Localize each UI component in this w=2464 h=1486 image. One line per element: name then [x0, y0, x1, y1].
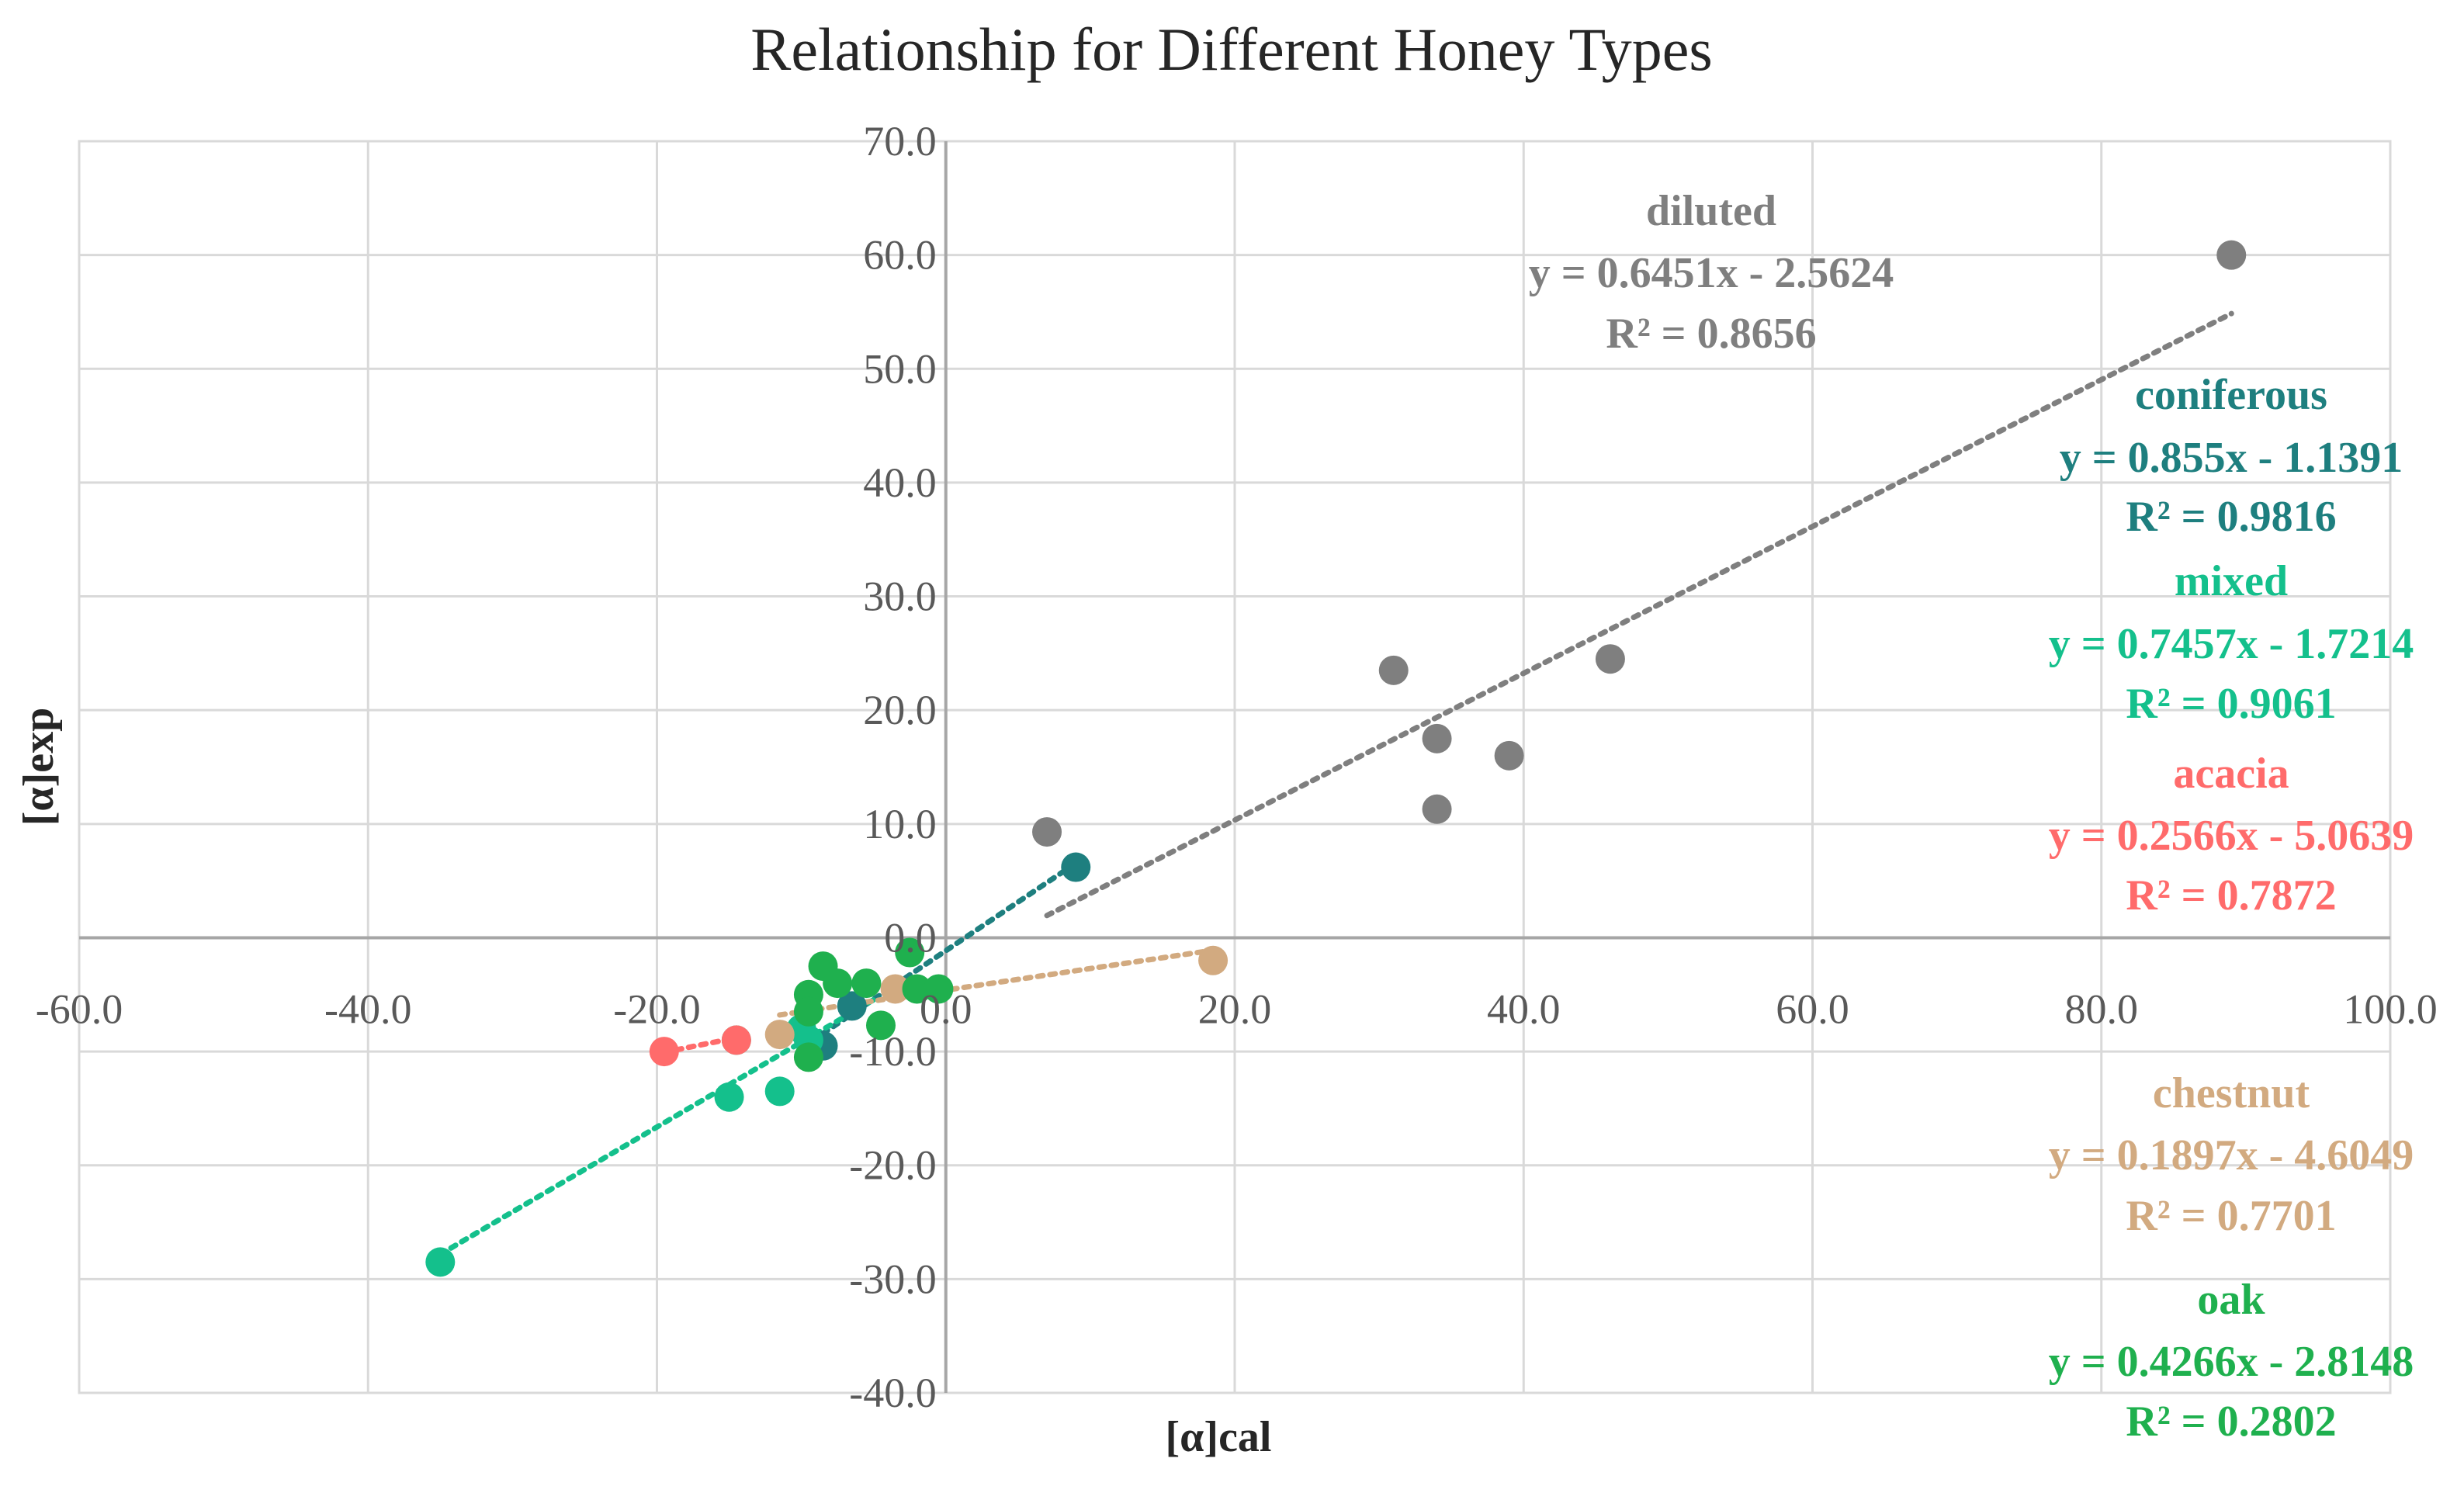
point-mixed: [764, 1076, 795, 1107]
point-diluted: [1422, 794, 1452, 824]
annotation-coniferous-equation: y = 0.855x - 1.1391: [2060, 434, 2403, 482]
y-tick-label: 20.0: [863, 687, 937, 733]
y-tick-label: 70.0: [863, 118, 937, 165]
annotation-coniferous-name: coniferous: [2135, 371, 2327, 419]
point-oak: [851, 968, 882, 999]
annotation-oak: oak y = 0.4266x - 2.8148 R² = 0.2802: [2049, 1276, 2414, 1446]
point-coniferous: [1061, 852, 1091, 882]
point-coniferous: [837, 991, 867, 1021]
annotation-mixed-name: mixed: [2175, 557, 2288, 605]
annotation-chestnut-name: chestnut: [2153, 1069, 2310, 1117]
x-tick-labels: -60.0 -40.0 -20.0 0.0 20.0 40.0 60.0 80.0 100.0: [36, 985, 2438, 1032]
y-tick-label: 50.0: [863, 345, 937, 392]
point-oak: [793, 1042, 823, 1072]
data-points: [425, 240, 2247, 1277]
point-oak: [865, 1010, 896, 1041]
annotation-diluted-r2: R² = 0.8656: [1606, 310, 1816, 358]
y-tick-label: -40.0: [849, 1370, 936, 1416]
point-oak: [924, 974, 954, 1004]
y-tick-labels: 70.0 60.0 50.0 40.0 30.0 20.0 10.0 0.0 -10.0 -20.…: [849, 118, 936, 1416]
point-chestnut: [880, 974, 910, 1004]
point-diluted: [1595, 644, 1625, 674]
chart-title: Relationship for Different Honey Types: [750, 16, 1712, 83]
annotation-acacia-equation: y = 0.2566x - 5.0639: [2049, 812, 2414, 860]
point-mixed: [714, 1082, 744, 1112]
annotation-chestnut: chestnut y = 0.1897x - 4.6049 R² = 0.770…: [2049, 1069, 2414, 1240]
y-tick-label: 0.0: [884, 914, 937, 961]
y-tick-label: -30.0: [849, 1256, 936, 1302]
annotation-acacia: acacia y = 0.2566x - 5.0639 R² = 0.7872: [2049, 750, 2414, 920]
point-diluted: [1378, 655, 1409, 685]
annotation-diluted-equation: y = 0.6451x - 2.5624: [1529, 249, 1894, 297]
trendline-mixed: [437, 996, 877, 1257]
annotation-mixed: mixed y = 0.7457x - 1.7214 R² = 0.9061: [2049, 557, 2414, 728]
x-tick-label: -20.0: [613, 985, 700, 1032]
annotation-oak-r2: R² = 0.2802: [2126, 1398, 2336, 1446]
point-acacia: [721, 1025, 751, 1055]
annotation-coniferous-r2: R² = 0.9816: [2126, 493, 2336, 541]
x-tick-label: 80.0: [2065, 985, 2139, 1032]
y-tick-label: 40.0: [863, 459, 937, 506]
point-acacia: [649, 1037, 679, 1067]
x-axis-title: [α]cal: [1166, 1413, 1272, 1461]
point-diluted: [1494, 740, 1524, 771]
point-chestnut: [1198, 945, 1229, 975]
point-oak: [793, 996, 823, 1027]
point-diluted: [1032, 817, 1062, 847]
point-diluted: [2216, 240, 2247, 270]
y-tick-label: 30.0: [863, 573, 937, 620]
y-tick-label: 60.0: [863, 232, 937, 279]
annotation-chestnut-equation: y = 0.1897x - 4.6049: [2049, 1131, 2414, 1179]
annotation-acacia-name: acacia: [2173, 750, 2289, 798]
y-tick-label: -10.0: [849, 1028, 936, 1075]
trendline-diluted: [1044, 310, 2234, 919]
x-tick-label: 60.0: [1776, 985, 1849, 1032]
annotation-chestnut-r2: R² = 0.7701: [2126, 1192, 2336, 1240]
x-tick-label: 100.0: [2343, 985, 2438, 1032]
annotation-coniferous: coniferous y = 0.855x - 1.1391 R² = 0.98…: [2060, 371, 2403, 541]
annotation-oak-name: oak: [2197, 1276, 2265, 1324]
x-tick-label: -60.0: [36, 985, 123, 1032]
x-tick-label: 0.0: [920, 985, 972, 1032]
y-tick-label: -20.0: [849, 1142, 936, 1189]
annotation-mixed-r2: R² = 0.9061: [2126, 680, 2336, 728]
point-diluted: [1422, 723, 1452, 753]
point-chestnut: [764, 1020, 795, 1050]
x-tick-label: -40.0: [324, 985, 411, 1032]
x-tick-label: 40.0: [1487, 985, 1561, 1032]
x-tick-label: 20.0: [1198, 985, 1272, 1032]
y-tick-label: 10.0: [863, 801, 937, 847]
annotation-oak-equation: y = 0.4266x - 2.8148: [2049, 1338, 2414, 1386]
point-oak: [895, 937, 925, 968]
plot-area-border: [78, 140, 2392, 1394]
point-mixed: [425, 1247, 456, 1277]
point-oak: [902, 974, 932, 1004]
annotation-mixed-equation: y = 0.7457x - 1.7214: [2049, 620, 2414, 668]
annotation-diluted: diluted y = 0.6451x - 2.5624 R² = 0.8656: [1529, 187, 1894, 358]
point-oak: [823, 968, 853, 999]
annotation-diluted-name: diluted: [1646, 187, 1776, 235]
y-axis-title: [α]exp: [15, 708, 63, 826]
annotation-acacia-r2: R² = 0.7872: [2126, 871, 2336, 920]
